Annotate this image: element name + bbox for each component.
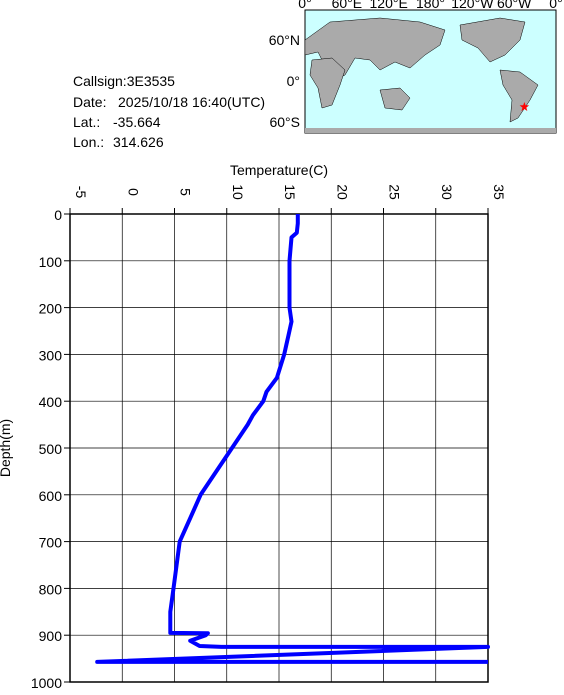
y-tick-label: 900 bbox=[39, 628, 63, 644]
y-tick-label: 200 bbox=[39, 301, 63, 317]
lon-label: Lon.: bbox=[73, 134, 104, 150]
y-tick-label: 700 bbox=[39, 535, 63, 551]
map-lat-label: 60°S bbox=[269, 114, 300, 130]
lon: 314.626 bbox=[113, 134, 164, 150]
location-star bbox=[519, 102, 530, 111]
y-tick-label: 800 bbox=[39, 581, 63, 597]
x-tick-label: 0 bbox=[125, 188, 141, 196]
info: Callsign:3E3535 Date: 2025/10/18 16:40(U… bbox=[73, 73, 265, 150]
map-lon-label: 180° bbox=[416, 0, 445, 11]
lat: -35.664 bbox=[113, 114, 161, 130]
map bbox=[304, 9, 557, 134]
y-tick-label: 0 bbox=[54, 207, 62, 223]
x-tick-label: 35 bbox=[491, 184, 507, 200]
map-lon-label: 60°W bbox=[497, 0, 532, 11]
callsign: Callsign:3E3535 bbox=[73, 73, 175, 89]
map-lon-label: 120°W bbox=[451, 0, 494, 11]
land-antarctica bbox=[305, 128, 556, 133]
date: 2025/10/18 16:40(UTC) bbox=[118, 94, 265, 110]
map-lon-label: 120°E bbox=[370, 0, 408, 11]
x-tick-label: 5 bbox=[178, 188, 194, 196]
land-south-america bbox=[499, 69, 539, 123]
x-axis-title: Temperature(C) bbox=[230, 162, 328, 178]
x-tick-label: -5 bbox=[73, 186, 89, 199]
lat-label: Lat.: bbox=[73, 114, 100, 130]
map-lon-label: 60°E bbox=[332, 0, 363, 11]
y-tick-label: 100 bbox=[39, 254, 63, 270]
profile-line bbox=[95, 214, 490, 664]
map-lat-label: 60°N bbox=[269, 32, 300, 48]
y-tick-label: 300 bbox=[39, 347, 63, 363]
map-lat-label: 0° bbox=[287, 73, 300, 89]
x-tick-label: 30 bbox=[439, 184, 455, 200]
x-tick-label: 10 bbox=[230, 184, 246, 200]
land-australia bbox=[379, 87, 411, 111]
plot-frame bbox=[69, 213, 489, 683]
x-tick-label: 25 bbox=[387, 184, 403, 200]
y-tick-label: 1000 bbox=[31, 675, 62, 690]
y-tick-label: 600 bbox=[39, 488, 63, 504]
date-label: Date: bbox=[73, 94, 106, 110]
y-tick-label: 500 bbox=[39, 441, 63, 457]
map-lon-label: 0° bbox=[298, 0, 311, 11]
map-lon-label: 0° bbox=[549, 0, 562, 11]
land-africa bbox=[309, 57, 346, 109]
x-tick-label: 15 bbox=[282, 184, 298, 200]
y-tick-label: 400 bbox=[39, 394, 63, 410]
x-tick-label: 20 bbox=[334, 184, 350, 200]
y-axis-title: Depth(m) bbox=[0, 419, 13, 477]
land-north-america bbox=[459, 17, 526, 63]
